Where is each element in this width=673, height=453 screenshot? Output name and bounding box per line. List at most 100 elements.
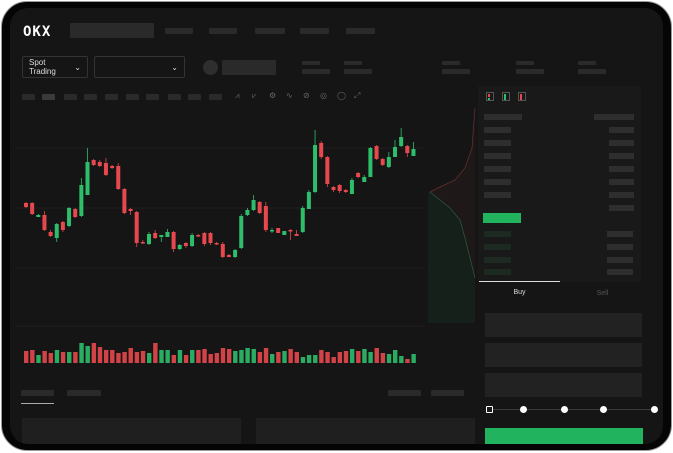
line-icon[interactable]: ∿ (286, 91, 293, 100)
book-view-asks-icon[interactable] (518, 92, 526, 101)
slider-stop[interactable] (561, 406, 568, 413)
okx-logo[interactable]: OKX (23, 24, 52, 40)
volume-bar (97, 347, 103, 363)
volume-bar (24, 351, 29, 363)
candle-body (110, 166, 115, 168)
volume-bar (140, 351, 146, 363)
timeframe-button[interactable] (84, 94, 97, 100)
volume-bar (343, 351, 349, 363)
fullscreen-icon[interactable]: ⤢ (354, 91, 361, 100)
candle-body (337, 185, 342, 191)
volume-bar (60, 352, 66, 363)
candle-body (251, 200, 256, 210)
candle-body (319, 143, 324, 157)
buy-button[interactable] (485, 428, 643, 444)
volume-bar (226, 349, 232, 363)
indicator-icon[interactable]: ⩗ (252, 91, 257, 100)
timeframe-button[interactable] (188, 94, 201, 100)
candle-body (263, 206, 268, 230)
nav-item[interactable] (346, 28, 375, 34)
bottom-action[interactable] (388, 390, 421, 396)
nav-item[interactable] (255, 28, 285, 34)
tab-sell[interactable]: Sell (596, 290, 609, 297)
timeframe-button[interactable] (22, 94, 35, 100)
timeframe-button[interactable] (42, 94, 55, 100)
amount-input[interactable] (485, 343, 642, 367)
chevron-down-icon: ⌄ (74, 62, 81, 72)
bottom-action[interactable] (431, 390, 464, 396)
search-bar[interactable] (70, 23, 154, 38)
timeframe-button[interactable] (168, 94, 181, 100)
volume-bar (208, 354, 213, 363)
slider-handle[interactable] (486, 406, 493, 413)
candle-body (405, 146, 410, 153)
lock-icon[interactable]: ◯ (337, 91, 346, 100)
last-price (483, 213, 521, 223)
indicator-icon[interactable]: ⩘ (235, 91, 240, 100)
timeframe-button[interactable] (126, 94, 139, 100)
book-view-bids-icon[interactable] (502, 92, 510, 101)
book-header-price (484, 114, 522, 120)
depth-bids-area (428, 192, 475, 323)
ask-price (484, 166, 511, 172)
stat-value (516, 69, 544, 74)
timeframe-button[interactable] (146, 94, 159, 100)
volume-bar (386, 354, 392, 363)
candle-body (325, 157, 330, 184)
ask-amount (609, 166, 634, 172)
magnet-icon[interactable]: ◎ (320, 91, 327, 100)
amount-slider[interactable] (486, 406, 658, 413)
price-input[interactable] (485, 313, 642, 337)
candle-body (42, 215, 47, 230)
volume-bar (362, 349, 367, 363)
settings-icon[interactable]: ⚙ (269, 91, 277, 100)
total-input[interactable] (485, 373, 642, 397)
candle-body (356, 173, 361, 177)
bottom-tab-indicator (21, 403, 54, 404)
candle-body (233, 250, 238, 257)
candle-body (67, 208, 72, 226)
volume-bar (190, 350, 195, 363)
tab-buy[interactable]: Buy (513, 289, 526, 296)
stat-value (578, 69, 606, 74)
volume-bar (319, 350, 324, 363)
ask-amount (609, 153, 634, 159)
slider-stop[interactable] (651, 406, 658, 413)
slider-stop[interactable] (520, 406, 527, 413)
candle-body (79, 185, 84, 216)
volume-bar (122, 352, 127, 363)
volume-bar (313, 355, 318, 363)
candlestick-chart[interactable] (10, 8, 663, 444)
volume-bar (110, 350, 115, 363)
stat-value (302, 69, 330, 74)
candle-body (196, 235, 201, 237)
nav-item[interactable] (209, 28, 237, 34)
timeframe-button[interactable] (64, 94, 77, 100)
timeframe-button[interactable] (105, 94, 118, 100)
candle-body (331, 187, 336, 190)
volume-bar (183, 355, 189, 363)
volume-bar (251, 349, 256, 363)
buy-tab-indicator (479, 281, 560, 282)
volume-bar (214, 353, 220, 363)
book-view-both-icon[interactable] (486, 92, 494, 101)
volume-bar (300, 357, 306, 363)
volume-bar (67, 352, 72, 363)
nav-item[interactable] (300, 28, 329, 34)
candle-body (24, 203, 28, 207)
market-type-select[interactable]: Spot Trading ⌄ (22, 56, 88, 78)
pen-icon[interactable]: ⊘ (303, 91, 310, 100)
slider-stop[interactable] (600, 406, 607, 413)
volume-bar (282, 351, 287, 363)
volume-bar (128, 348, 133, 363)
bottom-tab-open-orders[interactable] (21, 390, 54, 396)
nav-item[interactable] (165, 28, 193, 34)
timeframe-button[interactable] (209, 94, 222, 100)
volume-bar (116, 353, 121, 363)
pair-select[interactable]: ⌄ (94, 56, 185, 78)
candle-body (85, 162, 90, 195)
ask-price (484, 140, 511, 146)
bottom-tab[interactable] (67, 390, 101, 396)
stat-value (344, 69, 372, 74)
ask-price (484, 127, 511, 133)
